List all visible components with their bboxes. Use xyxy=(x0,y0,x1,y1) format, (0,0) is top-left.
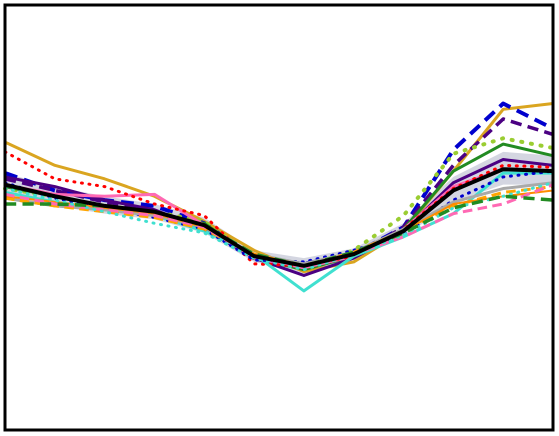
plot-border xyxy=(3,3,555,432)
series-line-orange-dashed xyxy=(4,185,554,268)
series-line-mean xyxy=(4,167,554,268)
series-line-purple xyxy=(4,158,554,277)
series-line-red-dotted xyxy=(3,150,555,268)
series-layer xyxy=(3,101,555,293)
plot-background xyxy=(5,5,553,430)
